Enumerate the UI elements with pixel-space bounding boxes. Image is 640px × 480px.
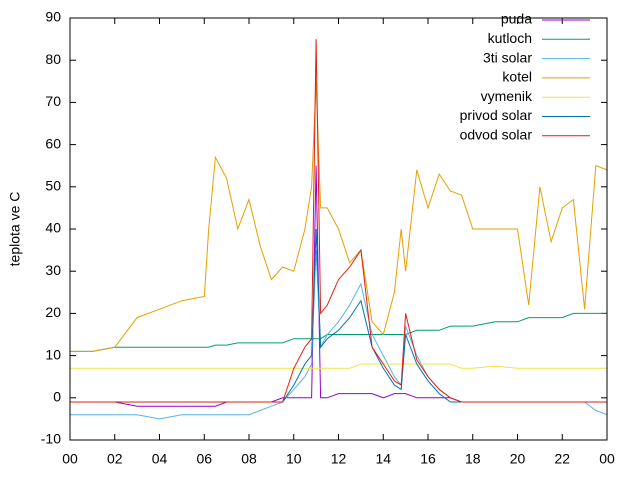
- x-tick-label: 00: [62, 451, 78, 467]
- x-tick-label: 16: [420, 451, 436, 467]
- legend-label: 3ti solar: [483, 49, 532, 65]
- plot-border: [69, 17, 608, 441]
- x-tick-label: 22: [554, 451, 570, 467]
- series-line: [70, 39, 607, 403]
- y-tick-label: 60: [45, 135, 61, 151]
- x-tick-label: 10: [286, 451, 302, 467]
- y-tick-label: 80: [45, 51, 61, 67]
- x-tick-label: 20: [510, 451, 526, 467]
- y-tick-label: 30: [45, 262, 61, 278]
- legend-label: privod solar: [460, 107, 533, 123]
- y-tick-label: 20: [45, 304, 61, 320]
- x-tick-label: 02: [107, 451, 123, 467]
- y-axis-label: teplota ve C: [7, 192, 23, 267]
- y-tick-label: 70: [45, 93, 61, 109]
- x-tick-label: 14: [375, 451, 391, 467]
- x-tick-label: 00: [599, 451, 615, 467]
- series-line: [70, 363, 607, 369]
- series-line: [70, 81, 608, 352]
- legend-label: vymenik: [481, 88, 533, 104]
- y-tick-label: 50: [45, 178, 61, 194]
- y-tick-label: 10: [45, 346, 61, 362]
- series-line: [70, 312, 607, 352]
- series-line: [70, 165, 607, 407]
- y-tick-label: 0: [53, 389, 61, 405]
- x-tick-label: 06: [196, 451, 212, 467]
- x-tick-label: 04: [152, 451, 168, 467]
- legend-label: puda: [501, 11, 532, 27]
- x-tick-label: 18: [465, 451, 481, 467]
- x-tick-label: 08: [241, 451, 257, 467]
- legend-label: odvod solar: [460, 127, 533, 143]
- y-tick-label: 40: [45, 220, 61, 236]
- y-tick-label: -10: [41, 431, 61, 447]
- y-tick-label: 90: [45, 9, 61, 25]
- legend-label: kotel: [502, 69, 532, 85]
- x-tick-label: 12: [331, 451, 347, 467]
- legend-label: kutloch: [488, 30, 532, 46]
- series-line: [70, 228, 607, 403]
